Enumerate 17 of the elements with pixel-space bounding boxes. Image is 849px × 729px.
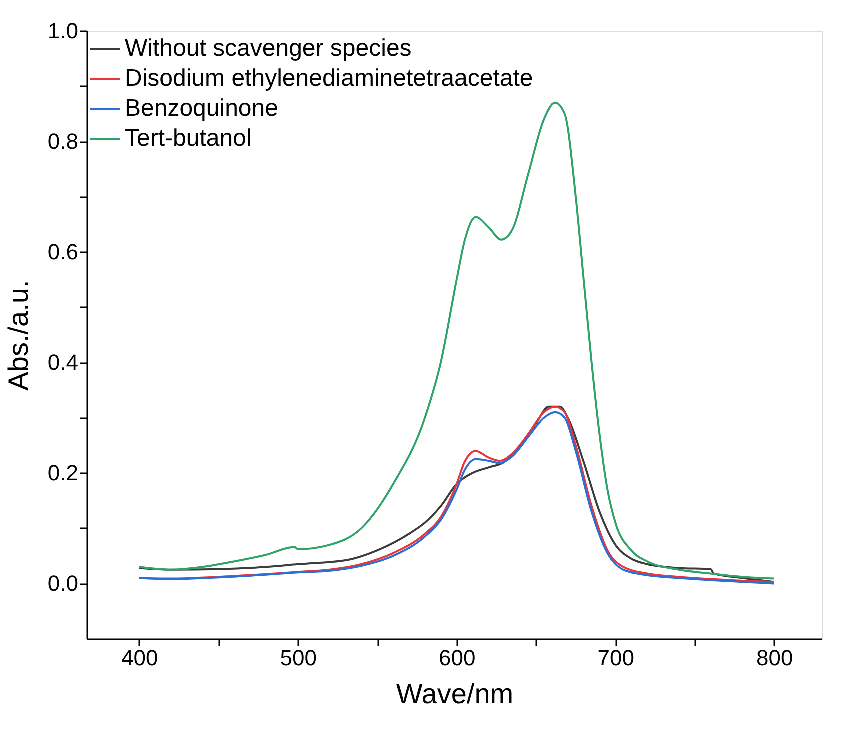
- y-axis-title: Abs./a.u.: [2, 280, 34, 391]
- legend-label: Benzoquinone: [125, 95, 278, 122]
- y-tick-label: 1.0: [48, 18, 78, 44]
- legend-label: Tert-butanol: [125, 125, 252, 152]
- y-tick-label: 0.6: [48, 240, 78, 265]
- legend-label: Disodium ethylenediaminetetraacetate: [125, 65, 534, 92]
- x-tick-label: 400: [122, 646, 158, 670]
- y-tick-label: 0.4: [48, 350, 78, 376]
- x-tick-label: 600: [439, 646, 476, 670]
- x-tick-label: 500: [280, 646, 317, 670]
- y-tick-label: 0.8: [48, 129, 78, 154]
- x-axis-title: Wave/nm: [396, 678, 514, 710]
- x-tick-label: 800: [756, 646, 794, 670]
- y-tick-label: 0.0: [48, 571, 78, 596]
- x-tick-label: 700: [598, 646, 634, 670]
- y-tick-label: 0.2: [48, 460, 78, 486]
- legend-label: Without scavenger species: [125, 35, 412, 62]
